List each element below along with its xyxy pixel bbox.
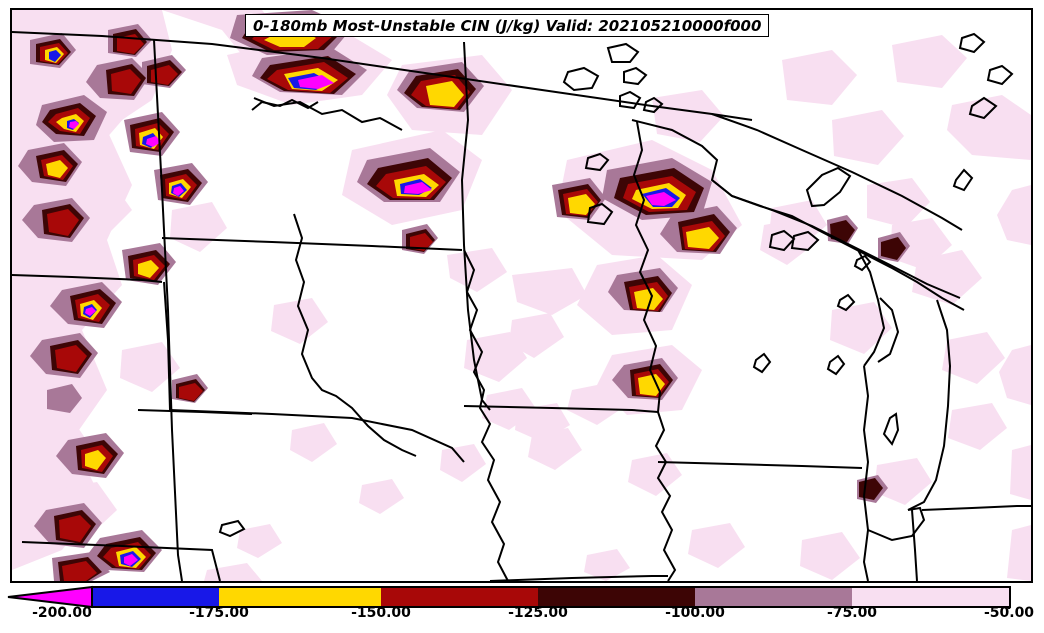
lake-michigan-east-shore [907,299,952,511]
border-nebraska-kansas [21,541,221,581]
colorbar-segment-maroon [538,587,695,607]
minnesota-lake-6 [642,96,664,114]
political-boundaries [12,31,1031,581]
border-southdakota-nebraska [169,409,465,463]
page-title: 0-180mb Most-Unstable CIN (J/kg) Valid: … [253,16,762,35]
colorbar: -200.00 -175.00 -150.00 -125.00 -100.00 … [0,583,1044,633]
cin-band-magenta [69,75,676,566]
colorbar-ticks [60,607,1011,609]
door-peninsula [877,297,900,363]
colorbar-tick-label-3: -125.00 [508,605,568,621]
colorbar-swatches [7,585,1011,609]
lake-superior-north-shore [711,113,963,231]
map-panel [10,8,1033,583]
minnesota-lake-2 [623,66,648,86]
keweenaw-peninsula [805,166,852,208]
ontario-lake-1 [958,32,986,54]
lake-small-2 [790,230,820,252]
lake-winnebago [882,412,900,446]
ontario-lake-4 [952,168,974,192]
ontario-lake-3 [968,96,998,120]
title-plaque: 0-180mb Most-Unstable CIN (J/kg) Valid: … [245,14,770,37]
map-canvas [12,10,1031,581]
colorbar-segment-crimson [381,587,538,607]
border-iowa-missouri [489,575,668,581]
border-dakotas-minnesota [460,41,491,411]
river-missouri [463,249,509,581]
colorbar-arrow-outline [7,585,93,609]
lake-small-5 [752,352,772,374]
lake-small-4 [853,254,872,272]
border-canada-us [12,31,753,121]
border-northdakota-southdakota [161,237,463,251]
border-minnesota-iowa [463,405,659,413]
lake-small-1 [768,229,796,252]
upper-peninsula-shore [711,179,965,311]
minnesota-lake-4 [584,152,610,172]
lake-small-7 [218,519,246,538]
lake-of-the-woods [562,66,600,92]
colorbar-tick-label-0: -200.00 [32,605,92,621]
river-mississippi-lower [654,411,677,581]
lake-michigan-south-shore [867,506,926,542]
colorbar-segment-mauve [695,587,852,607]
border-michigan-indiana [921,505,1031,511]
minnesota-lake-3 [586,202,614,226]
border-wyoming-southdakota [163,281,171,411]
border-illinois-indiana [911,509,918,581]
colorbar-segment-pale-pink [852,587,1010,607]
colorbar-tick-label-1: -175.00 [189,605,249,621]
minnesota-lake-1 [606,42,640,63]
lake-small-3 [836,293,856,312]
minnesota-lake-5 [619,90,642,110]
lake-michigan-west-shore [862,365,870,581]
border-montana-northdakota [153,39,183,581]
colorbar-tick-label-5: -75.00 [826,605,878,621]
colorbar-segment-yellow [219,587,381,607]
river-mississippi-upper [632,121,662,413]
colorbar-segment-blue [92,587,219,607]
reservoir-oahe [293,213,417,457]
green-bay [857,249,886,367]
colorbar-tick-label-2: -150.00 [351,605,411,621]
border-wisconsin-illinois [657,461,863,469]
border-montana-wyoming [12,274,163,283]
colorbar-tick-label-4: -100.00 [665,605,725,621]
river-thread-mt [251,98,319,111]
lake-small-6 [826,354,846,376]
ontario-lake-2 [986,64,1014,86]
colorbar-tick-label-6: -50.00 [983,605,1035,621]
colorbar-extend-min-arrow [8,587,92,607]
